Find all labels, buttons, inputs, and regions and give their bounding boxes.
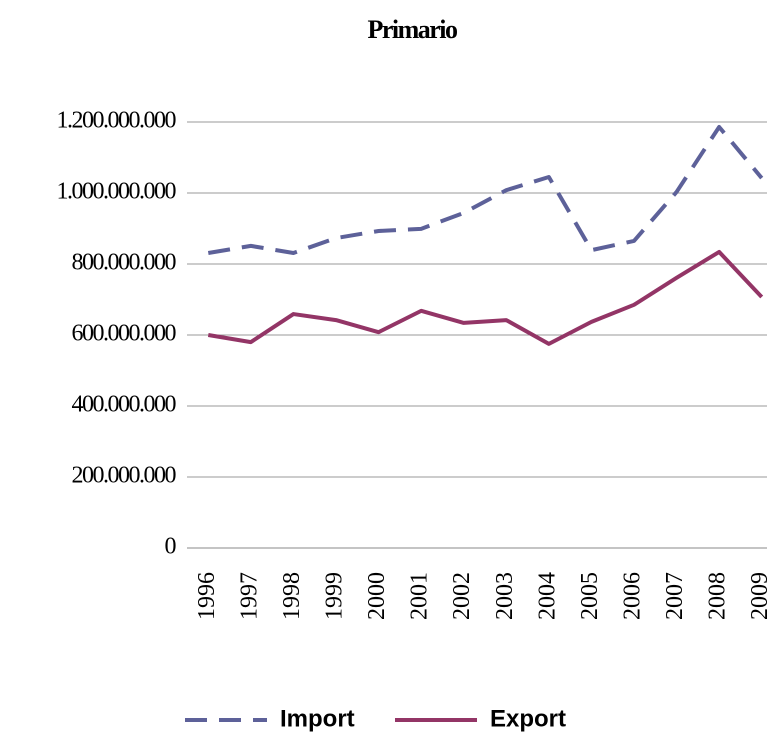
y-tick-label: 1.200.000.000 — [57, 108, 177, 134]
x-tick-label: 2003 — [492, 572, 518, 620]
chart-title: Primario — [367, 15, 458, 44]
x-tick-label: 2006 — [620, 572, 646, 620]
series-line — [207, 249, 764, 346]
y-tick-label: 200.000.000 — [72, 463, 177, 489]
x-tick-label: 2007 — [662, 572, 688, 620]
x-tick-label: 2002 — [449, 572, 475, 620]
x-tick-label: 1997 — [236, 572, 262, 620]
y-tick-label: 1.000.000.000 — [57, 179, 177, 205]
x-tick-label: 2008 — [705, 572, 731, 620]
y-tick-label: 800.000.000 — [72, 250, 177, 276]
x-tick-label: 2000 — [364, 572, 390, 620]
x-tick-label: 2004 — [534, 572, 560, 620]
legend-label: Export — [490, 705, 566, 732]
legend-label: Import — [280, 705, 355, 732]
x-tick-label: 2005 — [577, 572, 603, 620]
x-tick-label: 2009 — [747, 572, 767, 620]
x-tick-label: 1996 — [194, 572, 220, 620]
y-tick-label: 400.000.000 — [72, 392, 177, 418]
x-tick-label: 1999 — [322, 572, 348, 620]
x-tick-label: 2001 — [407, 572, 433, 620]
y-tick-label: 0 — [165, 534, 177, 560]
y-tick-label: 600.000.000 — [72, 321, 177, 347]
x-tick-label: 1998 — [279, 572, 305, 620]
series-line — [207, 124, 764, 255]
